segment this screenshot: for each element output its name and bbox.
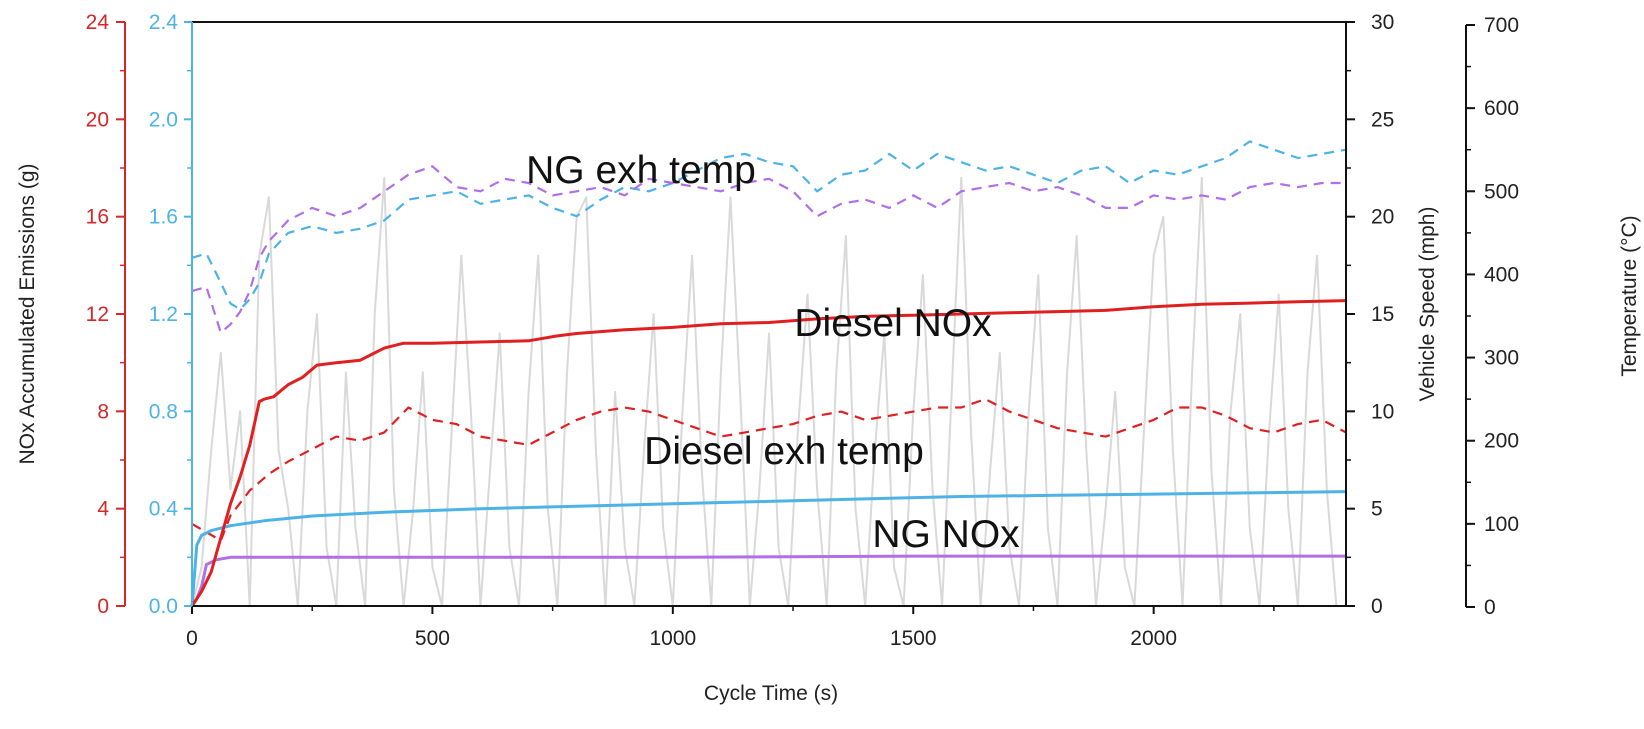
temperature-tick-label: 600 <box>1484 97 1519 120</box>
nox-blue-tick-label: 0.8 <box>149 400 178 423</box>
annotation-diesel-exh-temp: Diesel exh temp <box>644 430 924 473</box>
ng-nox-purple-line <box>190 554 1346 607</box>
nox-red-tick-label: 16 <box>86 206 109 229</box>
vehicle-speed-line <box>191 176 1346 607</box>
diesel-nox-line <box>190 299 1347 607</box>
x-tick-label: 1000 <box>649 627 696 650</box>
temperature-tick-label: 200 <box>1484 430 1519 453</box>
diesel-exh-temp-line <box>191 398 1347 542</box>
speed-tick-label: 15 <box>1371 303 1394 326</box>
temperature-tick-label: 0 <box>1484 596 1496 619</box>
nox-red-tick-label: 24 <box>86 11 110 34</box>
speed-axis-title: Vehicle Speed (mph) <box>1416 207 1439 402</box>
temperature-tick-label: 100 <box>1484 513 1519 536</box>
temperature-axis-title: Temperature (°C) <box>1618 215 1641 376</box>
ng-exh-temp-purple-line <box>191 165 1346 334</box>
speed-tick-label: 20 <box>1371 206 1394 229</box>
nox-red-tick-label: 4 <box>97 498 109 521</box>
x-tick-label: 1500 <box>890 627 937 650</box>
nox-blue-tick-label: 0.0 <box>149 595 178 618</box>
temperature-tick-label: 500 <box>1484 180 1519 203</box>
x-tick-label: 0 <box>186 627 198 650</box>
ng-nox-line <box>190 490 1347 607</box>
nox-red-tick-label: 0 <box>97 595 109 618</box>
nox-blue-tick-label: 0.4 <box>149 498 179 521</box>
axes-layer <box>116 21 1475 614</box>
speed-tick-label: 10 <box>1371 400 1394 423</box>
x-tick-label: 2000 <box>1130 627 1177 650</box>
series-layer <box>190 140 1347 607</box>
nox-red-tick-label: 12 <box>86 303 109 326</box>
annotation-ng-exh-temp: NG exh temp <box>526 149 756 192</box>
ng-exh-temp-line <box>191 140 1347 311</box>
nox-blue-tick-label: 1.2 <box>149 303 178 326</box>
nox-red-tick-label: 8 <box>97 400 109 423</box>
temperature-tick-label: 400 <box>1484 263 1519 286</box>
x-tick-label: 500 <box>415 627 450 650</box>
temperature-tick-label: 700 <box>1484 14 1519 37</box>
nox-blue-tick-label: 2.4 <box>149 11 179 34</box>
speed-tick-label: 25 <box>1371 108 1394 131</box>
nox-blue-tick-label: 2.0 <box>149 108 178 131</box>
x-axis-title: Cycle Time (s) <box>704 682 838 705</box>
nox-axis-title: NOx Accumulated Emissions (g) <box>16 163 39 464</box>
temperature-tick-label: 300 <box>1484 347 1519 370</box>
speed-tick-label: 30 <box>1371 11 1394 34</box>
text-layer: 0 500 1000 1500 2000048121620240.00.40.81.21… <box>16 11 1641 705</box>
annotation-ng-nox: NG NOx <box>872 513 1020 556</box>
speed-tick-label: 5 <box>1371 498 1383 521</box>
nox-red-tick-label: 20 <box>86 108 109 131</box>
nox-blue-tick-label: 1.6 <box>149 206 178 229</box>
annotation-diesel-nox: Diesel NOx <box>794 302 992 345</box>
speed-tick-label: 0 <box>1371 595 1383 618</box>
